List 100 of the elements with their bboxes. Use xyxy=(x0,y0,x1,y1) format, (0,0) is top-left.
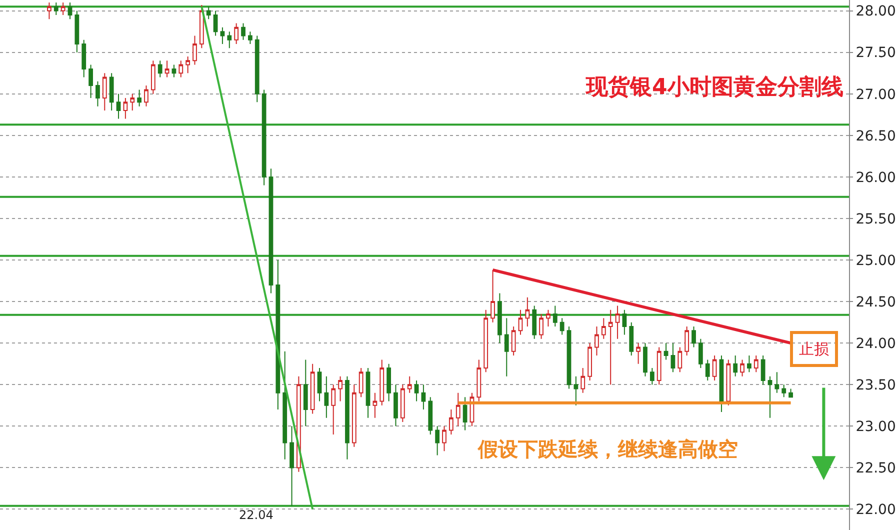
candlestick xyxy=(740,359,744,377)
candlestick xyxy=(234,22,239,45)
candlestick xyxy=(664,342,668,360)
candlestick xyxy=(448,409,454,435)
candlestick xyxy=(462,396,468,431)
candlestick xyxy=(511,326,516,356)
candlestick xyxy=(566,326,572,390)
candlestick xyxy=(747,355,752,373)
y-tick-label: 27.00 xyxy=(856,86,896,103)
candlestick xyxy=(622,309,627,336)
y-tick-label: 22.50 xyxy=(856,460,896,477)
candlestick xyxy=(601,318,606,340)
candlestick xyxy=(414,380,419,402)
y-tick-label: 28.00 xyxy=(856,4,896,20)
annotation: 假设下跌延续，继续逢高做空 xyxy=(477,437,738,461)
candlestick xyxy=(705,359,710,381)
candlestick xyxy=(372,392,378,418)
candlestick xyxy=(442,426,446,452)
candlestick xyxy=(656,346,662,386)
candlestick xyxy=(74,10,80,53)
candlestick xyxy=(178,60,184,78)
candlestick xyxy=(719,355,724,413)
y-tick-label: 23.00 xyxy=(856,419,896,436)
candlestick xyxy=(733,355,738,377)
candlestick xyxy=(782,384,786,398)
candlestick xyxy=(490,269,495,323)
candlestick xyxy=(539,314,544,340)
candlestick xyxy=(158,60,162,78)
candlestick xyxy=(220,26,225,45)
candlestick xyxy=(574,376,578,406)
y-tick-label: 23.50 xyxy=(856,378,896,394)
candlestick xyxy=(241,22,246,40)
y-tick-label: 24.00 xyxy=(856,336,896,352)
candlestick xyxy=(358,368,364,398)
y-tick-label: 25.00 xyxy=(856,252,896,269)
candlestick xyxy=(123,98,128,120)
candlestick xyxy=(144,85,148,107)
candlestick xyxy=(82,39,86,78)
candlestick xyxy=(484,309,488,373)
candlestick xyxy=(774,372,780,394)
candlestick xyxy=(54,2,58,16)
candlestick xyxy=(407,376,412,394)
candlestick xyxy=(580,368,586,394)
candlestick xyxy=(303,359,308,427)
candlestick xyxy=(532,305,537,340)
candlestick xyxy=(788,388,793,398)
candlestick xyxy=(525,296,530,327)
candlestick xyxy=(172,64,176,78)
candlestick xyxy=(262,89,266,186)
candlestick xyxy=(227,31,232,49)
candlestick xyxy=(754,355,758,373)
candlestick xyxy=(192,35,197,66)
candlestick xyxy=(345,376,350,460)
y-tick-label: 25.50 xyxy=(856,211,896,228)
candlestick xyxy=(276,260,280,410)
candlestick xyxy=(435,426,440,456)
annotation: 22.04 xyxy=(239,508,274,522)
candlestick xyxy=(380,359,384,406)
candlestick xyxy=(400,384,405,423)
candlestick xyxy=(102,72,107,111)
y-tick-label: 27.50 xyxy=(856,45,896,62)
candlestick xyxy=(88,64,93,99)
candlestick xyxy=(560,318,564,336)
candlestick xyxy=(96,80,100,107)
candlestick xyxy=(317,368,322,402)
candlestick xyxy=(290,426,294,506)
candlestick xyxy=(518,309,523,336)
candlestick xyxy=(268,168,274,294)
candlestick xyxy=(456,392,460,427)
candlestick xyxy=(615,305,620,340)
y-tick-label: 26.00 xyxy=(856,170,896,186)
text: 现货银4小时图黄金分割线 xyxy=(585,75,844,100)
y-tick-label: 22.00 xyxy=(856,502,896,518)
candlestick xyxy=(282,350,288,460)
candlestick xyxy=(476,359,482,402)
candlestick xyxy=(588,342,592,381)
candlestick xyxy=(726,359,731,406)
candlestick xyxy=(150,60,156,94)
candlestick xyxy=(199,4,204,49)
candlestick xyxy=(692,326,696,348)
candlestick xyxy=(338,376,342,402)
candlestick xyxy=(213,10,218,36)
candlestick xyxy=(498,292,502,344)
text: 止损 xyxy=(799,340,829,358)
candlestick xyxy=(670,342,676,373)
candlestick xyxy=(546,309,550,327)
candlestick xyxy=(206,6,211,20)
candlestick xyxy=(254,35,260,103)
candlestick xyxy=(130,93,135,111)
candlestick xyxy=(421,384,426,410)
candlestick xyxy=(137,89,142,107)
candlestick xyxy=(552,305,558,327)
candlestick xyxy=(366,368,370,418)
y-tick-label: 24.50 xyxy=(856,294,896,310)
candlestick xyxy=(394,384,398,427)
candlestick xyxy=(324,376,329,418)
candlestick xyxy=(650,368,654,386)
candlestick xyxy=(248,31,252,45)
candlestick xyxy=(331,384,336,435)
candlestick xyxy=(68,2,72,20)
